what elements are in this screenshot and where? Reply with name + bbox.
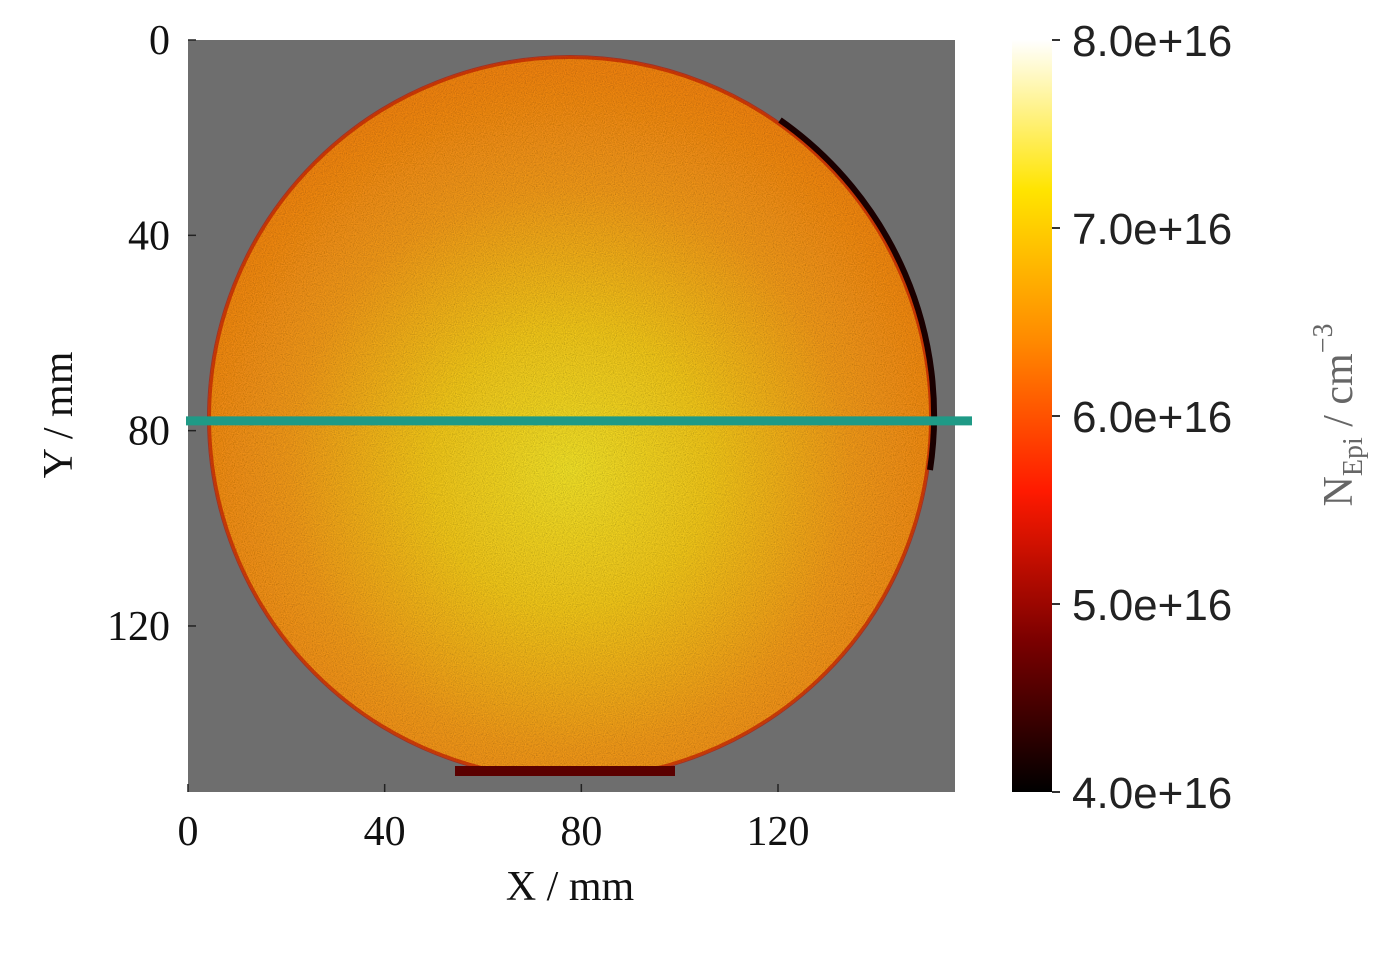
colorbar-tick-label: 7.0e+16 [1072, 205, 1232, 254]
wafer-map [208, 56, 932, 776]
plot-area [188, 40, 955, 792]
colorbar-title: NEpi / cm−3 [1308, 323, 1369, 506]
colorbar-tick-label: 6.0e+16 [1072, 393, 1232, 442]
x-tick-label: 80 [560, 809, 602, 855]
colorbar [1012, 40, 1052, 792]
x-tick-label: 120 [747, 809, 810, 855]
colorbar-tick-label: 8.0e+16 [1072, 17, 1232, 66]
x-tick-label: 40 [364, 809, 406, 855]
colorbar-title-sub: Epi [1338, 437, 1369, 476]
colorbar-title-unit: / cm [1316, 353, 1362, 437]
wafer-rim-dark [778, 117, 938, 471]
wafer-flat-edge [455, 766, 675, 776]
colorbar-title-sup: −3 [1308, 323, 1339, 353]
x-tick-label: 0 [178, 809, 199, 855]
colorbar-tick-label: 5.0e+16 [1072, 581, 1232, 630]
y-tick-label: 40 [128, 213, 170, 259]
y-tick-label: 120 [107, 604, 170, 650]
y-axis-title: Y / mm [36, 351, 82, 478]
x-axis-title: X / mm [506, 864, 635, 910]
y-tick-label: 80 [128, 409, 170, 455]
y-tick-label: 0 [149, 18, 170, 64]
colorbar-title-base: N [1316, 476, 1362, 506]
colorbar-tick-label: 4.0e+16 [1072, 769, 1232, 818]
